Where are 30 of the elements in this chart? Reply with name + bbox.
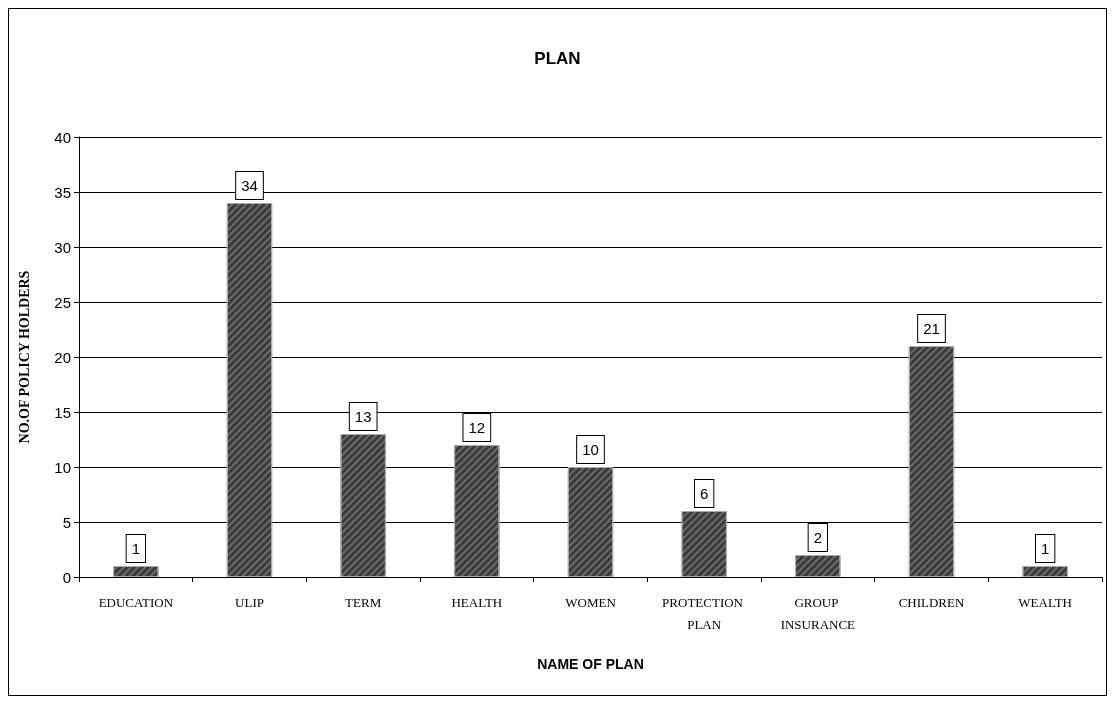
x-tick-label: WOMEN (565, 594, 617, 610)
data-label: 2 (813, 529, 823, 546)
y-tick-label: 20 (54, 348, 71, 366)
data-label: 1 (1040, 540, 1050, 557)
x-tick-label: GROUP INSURANCE (780, 594, 856, 632)
x-tick-label: HEALTH (451, 594, 503, 610)
data-label: 12 (468, 419, 486, 436)
x-tick-label: PROTECTION PLAN (662, 594, 747, 632)
x-tick-label: CHILDREN (898, 594, 965, 610)
data-label: 13 (354, 408, 372, 425)
y-tick-label: 40 (54, 128, 71, 146)
x-tick-label: WEALTH (1018, 594, 1073, 610)
x-tick-label: TERM (345, 594, 382, 610)
data-label: 6 (699, 485, 709, 502)
data-label: 21 (923, 320, 940, 337)
y-tick-label: 25 (54, 293, 71, 311)
y-tick-label: 0 (62, 568, 71, 586)
data-label: 10 (582, 441, 599, 458)
y-tick-label: 5 (62, 513, 71, 531)
x-axis-title: NAME OF PLAN (537, 656, 644, 672)
x-tick-label: EDUCATION (98, 594, 174, 610)
y-tick-label: 10 (54, 458, 71, 476)
y-tick-label: 35 (54, 183, 71, 201)
data-label: 34 (241, 177, 258, 194)
x-tick-label: ULIP (235, 594, 264, 610)
y-axis-title: NO.OF POLICY HOLDERS (16, 270, 32, 444)
chart-title: PLAN (534, 49, 581, 68)
data-label: 1 (131, 540, 141, 557)
y-tick-label: 15 (54, 403, 71, 421)
y-tick-label: 30 (54, 238, 71, 256)
